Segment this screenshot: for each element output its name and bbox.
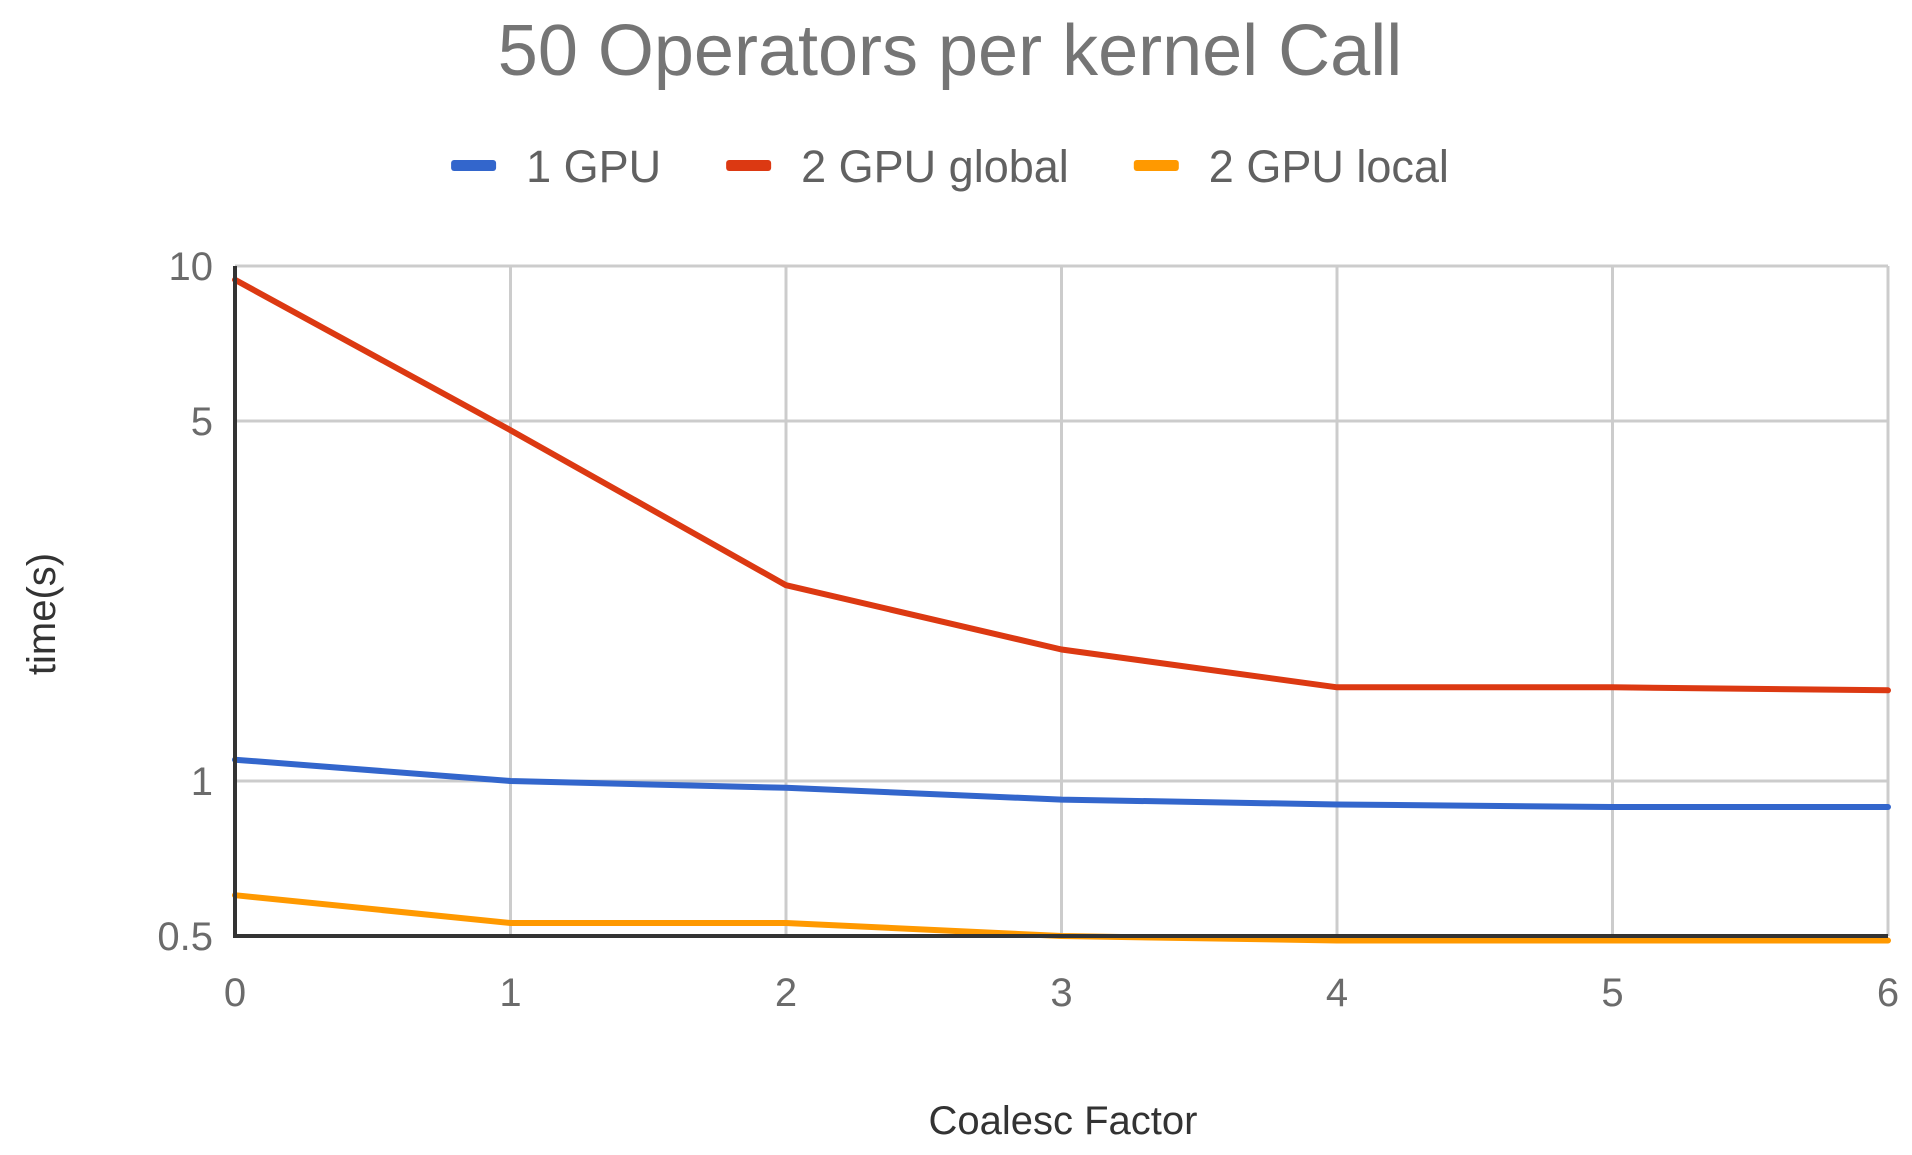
y-axis-title: time(s) — [20, 553, 64, 675]
x-tick-label: 3 — [1050, 971, 1072, 1015]
y-tick-label: 5 — [191, 400, 213, 444]
chart-title: 50 Operators per kernel Call — [498, 11, 1402, 91]
x-tick-label: 4 — [1326, 971, 1348, 1015]
gridlines — [235, 264, 1890, 938]
legend-label: 2 GPU local — [1209, 141, 1449, 192]
legend-swatch — [451, 160, 497, 171]
y-tick-label: 10 — [169, 245, 214, 289]
x-tick-label: 0 — [224, 971, 246, 1015]
x-tick-label: 6 — [1877, 971, 1899, 1015]
x-axis-title: Coalesc Factor — [929, 1099, 1198, 1143]
legend-swatch — [726, 160, 772, 171]
y-tick-label: 0.5 — [157, 915, 213, 959]
legend-label: 1 GPU — [526, 141, 661, 192]
x-tick-label: 5 — [1601, 971, 1623, 1015]
x-tick-label: 1 — [499, 971, 521, 1015]
series-line-2-gpu-global — [232, 276, 1891, 694]
x-tick-label: 2 — [775, 971, 797, 1015]
series-line-1-gpu — [232, 756, 1891, 810]
tick-labels: 10 5 1 0.50 1 2 3 4 5 6 — [157, 245, 1899, 1015]
legend-label: 2 GPU global — [801, 141, 1069, 192]
axes — [233, 266, 1888, 938]
legend-swatch — [1133, 160, 1179, 171]
y-tick-label: 1 — [191, 760, 213, 804]
legend: 1 GPU 2 GPU global 2 GPU local — [451, 141, 1449, 192]
